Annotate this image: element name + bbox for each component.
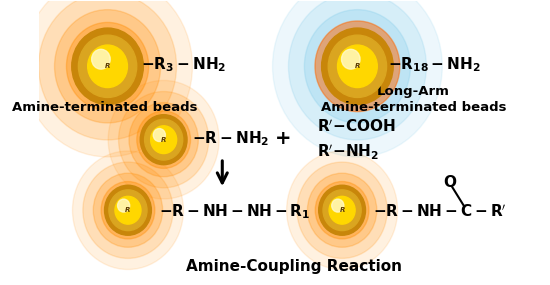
Ellipse shape — [108, 80, 219, 199]
Ellipse shape — [332, 199, 344, 212]
Ellipse shape — [329, 196, 355, 224]
Ellipse shape — [39, 0, 177, 140]
Ellipse shape — [323, 190, 361, 231]
Ellipse shape — [342, 49, 360, 69]
Ellipse shape — [79, 35, 137, 97]
Ellipse shape — [87, 45, 128, 87]
Ellipse shape — [151, 126, 177, 154]
Ellipse shape — [104, 185, 151, 235]
Text: $\mathbf{-R-NH-NH-R_1}$: $\mathbf{-R-NH-NH-R_1}$ — [158, 202, 310, 221]
Ellipse shape — [67, 23, 148, 110]
Text: Long-Arm: Long-Arm — [377, 85, 450, 98]
Ellipse shape — [315, 21, 400, 112]
Ellipse shape — [118, 199, 130, 212]
Ellipse shape — [119, 91, 208, 188]
Text: R: R — [355, 63, 360, 69]
Ellipse shape — [307, 173, 377, 247]
Ellipse shape — [129, 103, 199, 177]
Ellipse shape — [273, 0, 442, 157]
Text: $\mathbf{-R-NH-C-R^{\prime}}$: $\mathbf{-R-NH-C-R^{\prime}}$ — [373, 203, 507, 220]
Ellipse shape — [109, 190, 147, 231]
Ellipse shape — [72, 28, 144, 105]
Text: $\mathbf{-R-NH_2}$: $\mathbf{-R-NH_2}$ — [192, 129, 269, 148]
Text: $\mathbf{-R_3-NH_2}$: $\mathbf{-R_3-NH_2}$ — [141, 56, 226, 74]
Text: R: R — [105, 63, 110, 69]
Ellipse shape — [94, 173, 163, 247]
Text: $\mathbf{O}$: $\mathbf{O}$ — [443, 174, 458, 190]
Text: Amine-terminated beads: Amine-terminated beads — [12, 101, 198, 114]
Ellipse shape — [92, 49, 110, 69]
Ellipse shape — [83, 162, 173, 258]
Text: R: R — [125, 207, 131, 213]
Text: R: R — [161, 137, 166, 143]
Text: $\mathbf{R'}$$\mathbf{-COOH}$: $\mathbf{R'}$$\mathbf{-COOH}$ — [317, 119, 395, 135]
Ellipse shape — [54, 10, 161, 123]
Ellipse shape — [328, 35, 387, 97]
Text: R: R — [339, 207, 345, 213]
Text: Amine-terminated beads: Amine-terminated beads — [321, 101, 506, 114]
Ellipse shape — [338, 45, 377, 87]
Ellipse shape — [115, 196, 141, 224]
Ellipse shape — [315, 182, 369, 239]
Ellipse shape — [153, 129, 166, 142]
Text: Amine-Coupling Reaction: Amine-Coupling Reaction — [186, 259, 402, 274]
Ellipse shape — [137, 111, 190, 168]
Text: $\mathbf{+}$: $\mathbf{+}$ — [274, 129, 290, 148]
Text: $\mathbf{-R_{18}-NH_2}$: $\mathbf{-R_{18}-NH_2}$ — [388, 56, 481, 74]
Ellipse shape — [304, 10, 410, 123]
Ellipse shape — [73, 151, 184, 270]
Text: $\mathbf{R'}$$\mathbf{-NH_2}$: $\mathbf{R'}$$\mathbf{-NH_2}$ — [317, 143, 379, 162]
Ellipse shape — [318, 185, 366, 235]
Ellipse shape — [297, 162, 387, 258]
Ellipse shape — [145, 119, 183, 160]
Ellipse shape — [288, 0, 426, 140]
Ellipse shape — [101, 182, 155, 239]
Ellipse shape — [322, 28, 393, 105]
Ellipse shape — [23, 0, 192, 157]
Ellipse shape — [140, 115, 187, 165]
Ellipse shape — [287, 151, 398, 270]
